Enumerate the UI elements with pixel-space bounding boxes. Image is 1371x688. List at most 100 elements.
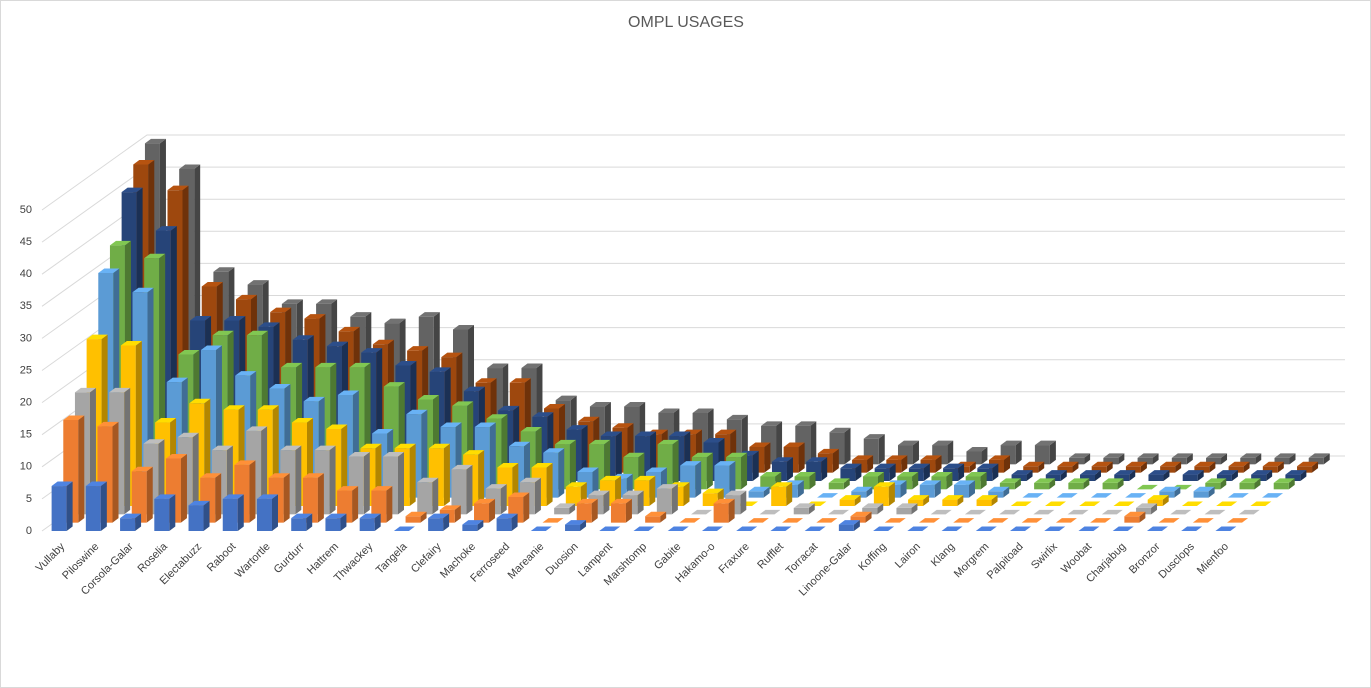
bar-side <box>146 466 153 523</box>
bar-side <box>454 505 461 523</box>
bar-top <box>393 526 415 531</box>
bar <box>919 480 941 498</box>
bar-top <box>544 403 566 409</box>
bar-top <box>1215 526 1237 531</box>
bar-top <box>908 495 930 500</box>
bar-front <box>851 491 867 498</box>
bar-top <box>394 443 416 449</box>
bar <box>1181 526 1203 531</box>
bar <box>542 518 564 523</box>
bar <box>1114 470 1136 481</box>
bar-side <box>877 503 884 515</box>
bar-top <box>610 498 632 504</box>
bar-top <box>908 463 930 469</box>
bar-top <box>1045 501 1067 506</box>
bar <box>1148 470 1170 481</box>
bar-top <box>761 421 783 426</box>
bar-front <box>85 486 101 531</box>
bar-front <box>966 451 982 465</box>
bar-top <box>749 442 771 447</box>
bar <box>565 520 587 531</box>
bar-top <box>302 473 324 478</box>
bar <box>645 511 667 523</box>
y-tick-label: 35 <box>20 300 32 312</box>
bar <box>1056 493 1078 498</box>
bar <box>451 464 473 515</box>
bar-top <box>783 442 805 447</box>
bar <box>325 513 347 531</box>
grid-line <box>41 134 1345 211</box>
bar-side <box>112 421 119 523</box>
bar-side <box>672 439 679 490</box>
bar-top <box>1055 518 1077 523</box>
bar-front <box>154 498 170 531</box>
bar-side <box>923 495 930 506</box>
bar-top <box>439 505 461 510</box>
bar-top <box>542 518 564 523</box>
bar-top <box>1112 526 1134 531</box>
bar-top <box>793 503 815 508</box>
bar-top <box>383 382 405 387</box>
bar-front <box>1102 482 1118 490</box>
bar-top <box>372 428 394 434</box>
bar <box>1136 484 1158 490</box>
bar-side <box>592 467 599 498</box>
bar-front <box>702 493 718 506</box>
bar-top <box>384 318 406 324</box>
bar-side <box>797 480 804 498</box>
bar-side <box>558 448 565 498</box>
bar-side <box>752 450 759 481</box>
bar-top <box>521 363 543 369</box>
bar-side <box>489 498 496 523</box>
bar-top <box>133 160 155 165</box>
bar-top <box>475 378 497 383</box>
bar-top <box>234 460 256 465</box>
bar <box>1137 453 1159 465</box>
bar-top <box>350 312 372 317</box>
bar-top <box>794 471 816 477</box>
bar <box>428 513 450 531</box>
bar-front <box>1045 474 1061 481</box>
bar-top <box>953 518 975 523</box>
bar-front <box>919 484 935 498</box>
bar-side <box>580 520 587 531</box>
y-tick-label: 10 <box>20 461 32 473</box>
bar-top <box>999 509 1021 515</box>
bar-top <box>1125 493 1147 498</box>
bar-top <box>530 526 552 531</box>
bar-top <box>1021 518 1043 523</box>
bar <box>120 513 142 531</box>
bar <box>1022 493 1044 498</box>
bar-side <box>192 432 199 515</box>
bar <box>496 513 518 531</box>
bar-top <box>1137 453 1159 458</box>
bar-side <box>477 520 484 531</box>
bar <box>1181 501 1203 506</box>
bar-top <box>645 467 667 472</box>
bar-top <box>1206 453 1228 458</box>
bar-front <box>942 499 958 506</box>
bar-side <box>1312 461 1319 473</box>
bar <box>1147 495 1169 506</box>
bar-top <box>657 439 679 445</box>
bar <box>1090 518 1112 523</box>
bar-top <box>851 486 873 492</box>
bar-front <box>188 505 204 531</box>
bar-front <box>1069 457 1085 465</box>
bar-side <box>1174 486 1181 498</box>
bar <box>1079 501 1101 506</box>
bar-top <box>338 326 360 332</box>
bar-top <box>633 526 655 531</box>
bar-top <box>291 513 313 519</box>
bar-top <box>1034 440 1056 446</box>
bar-front <box>873 486 889 506</box>
bar <box>838 520 860 531</box>
bar <box>393 526 415 531</box>
bar-front <box>976 499 992 506</box>
bar-front <box>1273 482 1289 490</box>
bar-side <box>969 461 976 473</box>
bar-top <box>428 513 450 519</box>
bar-side <box>180 453 187 523</box>
bar <box>1285 470 1307 481</box>
